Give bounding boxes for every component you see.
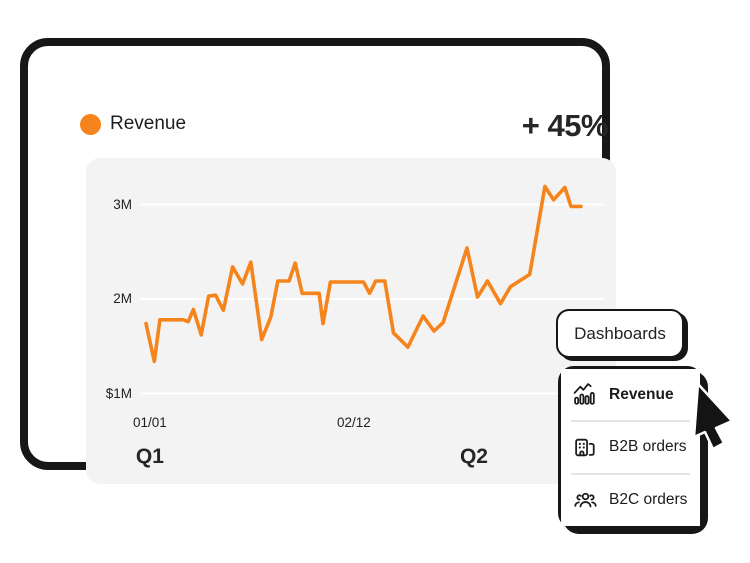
trend-chart-icon (573, 382, 598, 407)
y-tick-label: 2M (113, 291, 132, 306)
menu-item-label: Revenue (609, 385, 674, 403)
x-tick-label: 01/01 (133, 415, 167, 430)
dashboards-menu: Revenue B2B orders (558, 366, 703, 529)
dashboards-button[interactable]: Dashboards (556, 309, 684, 358)
revenue-card: Revenue + 45% 3M 2M $1M 01/01 02/12 Q1 Q2 (20, 38, 616, 484)
dashboards-button-label: Dashboards (574, 323, 666, 343)
delta-badge: + 45% (521, 108, 609, 143)
revenue-series-line (144, 184, 583, 364)
series-dot-icon (80, 114, 101, 135)
menu-divider (571, 473, 690, 475)
menu-item-label: B2C orders (609, 491, 688, 509)
chart-panel: 3M 2M $1M 01/01 02/12 Q1 Q2 (86, 158, 616, 484)
menu-divider (571, 420, 690, 422)
menu-item-label: B2B orders (609, 438, 687, 456)
revenue-line-chart (140, 184, 604, 395)
quarter-label: Q1 (135, 445, 164, 468)
buildings-icon (573, 435, 598, 460)
people-group-icon (573, 488, 598, 513)
menu-item-revenue[interactable]: Revenue (561, 369, 700, 421)
menu-item-b2b-orders[interactable]: B2B orders (561, 421, 700, 474)
menu-item-b2c-orders[interactable]: B2C orders (561, 474, 700, 526)
y-tick-label: 3M (113, 196, 132, 212)
quarter-label: Q2 (459, 445, 488, 468)
y-tick-label: $1M (105, 385, 132, 401)
x-tick-label: 02/12 (337, 415, 371, 430)
card-title: Revenue (110, 113, 187, 134)
